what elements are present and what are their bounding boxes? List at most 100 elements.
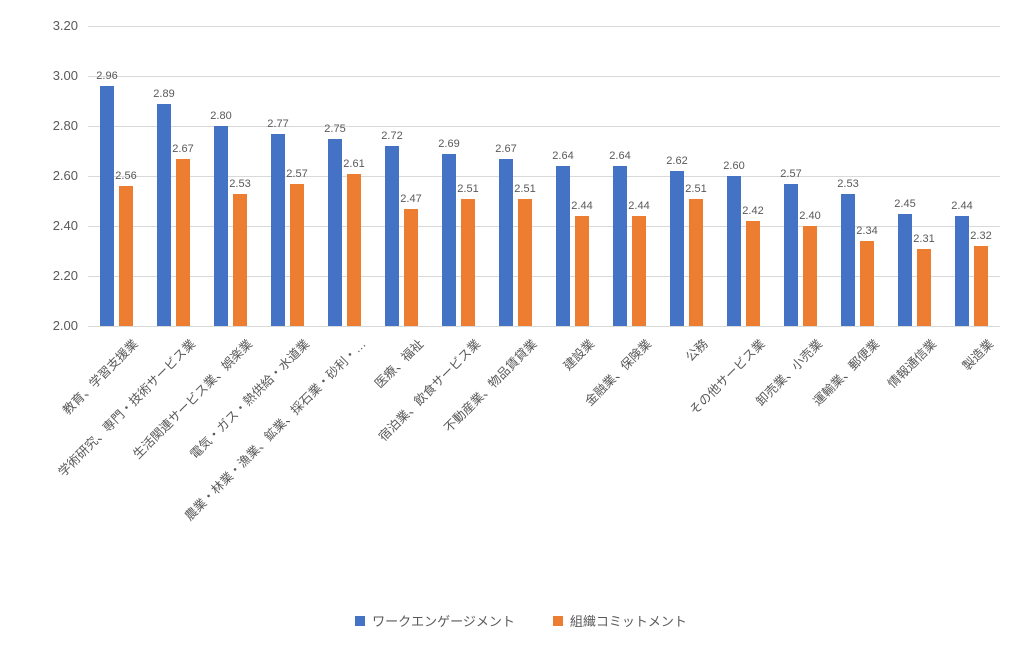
value-label: 2.60 bbox=[723, 160, 745, 172]
bar-series-2 bbox=[746, 221, 760, 326]
bar-series-2 bbox=[233, 193, 247, 326]
bar-series-2 bbox=[347, 173, 361, 326]
gridline bbox=[88, 76, 1000, 77]
legend-swatch-icon bbox=[355, 615, 366, 626]
bar-series-2 bbox=[119, 186, 133, 326]
category-group: 2.64 2.44 bbox=[544, 26, 601, 326]
x-category-label: 医療、福祉 bbox=[372, 336, 427, 391]
category-group: 2.57 2.40 bbox=[772, 26, 829, 326]
category-group: 2.44 2.32 bbox=[943, 26, 1000, 326]
x-category-label: 製造業 bbox=[959, 336, 997, 374]
category-group: 2.75 2.61 bbox=[316, 26, 373, 326]
bar-series-1 bbox=[271, 133, 285, 326]
gridline bbox=[88, 176, 1000, 177]
value-label: 2.40 bbox=[799, 210, 821, 222]
category-group: 2.64 2.44 bbox=[601, 26, 658, 326]
value-label: 2.64 bbox=[552, 150, 574, 162]
legend-label: ワークエンゲージメント bbox=[372, 614, 515, 629]
gridline bbox=[88, 276, 1000, 277]
value-label: 2.47 bbox=[400, 192, 422, 205]
value-label: 2.61 bbox=[343, 157, 365, 170]
legend-item-2: 組織コミットメント bbox=[552, 611, 687, 630]
value-label: 2.51 bbox=[685, 182, 707, 195]
y-tick-label: 2.40 bbox=[52, 218, 78, 233]
category-group: 2.67 2.51 bbox=[487, 26, 544, 326]
x-category-label: 建設業 bbox=[560, 336, 598, 374]
value-label: 2.57 bbox=[780, 167, 802, 180]
value-label: 2.34 bbox=[856, 225, 878, 237]
bar-series-1 bbox=[613, 166, 627, 326]
bar-series-2 bbox=[803, 226, 817, 326]
plot-area: 2.96 2.56 2.89 2.67 2.80 2.53 2.77 2.57 2.75 2.61… bbox=[88, 26, 1000, 327]
value-label: 2.64 bbox=[609, 150, 631, 162]
value-label: 2.67 bbox=[172, 142, 194, 155]
value-label: 2.42 bbox=[742, 205, 764, 217]
category-group: 2.69 2.51 bbox=[430, 26, 487, 326]
bar-series-2 bbox=[461, 198, 475, 326]
value-label: 2.89 bbox=[153, 87, 175, 100]
value-label: 2.44 bbox=[628, 200, 650, 212]
x-category-label: 公務 bbox=[683, 336, 712, 365]
bar-series-1 bbox=[442, 153, 456, 326]
bar-series-1 bbox=[157, 103, 171, 326]
value-label: 2.80 bbox=[210, 110, 232, 122]
bar-series-1 bbox=[385, 146, 399, 326]
value-label: 2.44 bbox=[571, 200, 593, 212]
category-group: 2.53 2.34 bbox=[829, 26, 886, 326]
category-group: 2.80 2.53 bbox=[202, 26, 259, 326]
value-label: 2.96 bbox=[96, 70, 118, 82]
gridline bbox=[88, 126, 1000, 127]
y-tick-label: 2.80 bbox=[52, 118, 78, 133]
bar-series-2 bbox=[917, 248, 931, 326]
value-label: 2.62 bbox=[666, 155, 688, 167]
category-group: 2.60 2.42 bbox=[715, 26, 772, 326]
bar-series-2 bbox=[689, 198, 703, 326]
bar-series-1 bbox=[499, 158, 513, 326]
gridline bbox=[88, 226, 1000, 227]
legend-swatch-icon bbox=[552, 615, 563, 626]
value-label: 2.56 bbox=[115, 170, 137, 182]
bar-series-2 bbox=[404, 208, 418, 326]
value-label: 2.69 bbox=[438, 137, 460, 150]
value-label: 2.75 bbox=[324, 122, 346, 135]
y-tick-label: 3.00 bbox=[52, 68, 78, 83]
legend: ワークエンゲージメント 組織コミットメント bbox=[9, 611, 1024, 630]
bar-series-1 bbox=[328, 138, 342, 326]
y-tick-label: 2.20 bbox=[52, 268, 78, 283]
legend-label: 組織コミットメント bbox=[569, 614, 687, 629]
value-label: 2.51 bbox=[514, 182, 536, 195]
gridline bbox=[88, 326, 1000, 327]
bar-series-1 bbox=[898, 213, 912, 326]
value-label: 2.32 bbox=[970, 230, 992, 242]
value-label: 2.45 bbox=[894, 197, 916, 210]
bar-series-1 bbox=[841, 193, 855, 326]
value-label: 2.77 bbox=[267, 117, 289, 130]
value-label: 2.57 bbox=[286, 167, 308, 180]
category-group: 2.45 2.31 bbox=[886, 26, 943, 326]
x-category-label: 情報通信業 bbox=[885, 336, 940, 391]
value-label: 2.53 bbox=[229, 177, 251, 190]
bar-series-1 bbox=[955, 216, 969, 326]
gridline bbox=[88, 26, 1000, 27]
bar-series-1 bbox=[784, 183, 798, 326]
bar-series-2 bbox=[290, 183, 304, 326]
value-label: 2.44 bbox=[951, 200, 973, 212]
bar-series-1 bbox=[214, 126, 228, 326]
value-label: 2.53 bbox=[837, 177, 859, 190]
category-group: 2.89 2.67 bbox=[145, 26, 202, 326]
value-label: 2.67 bbox=[495, 142, 517, 155]
y-tick-label: 3.20 bbox=[52, 18, 78, 33]
category-group: 2.62 2.51 bbox=[658, 26, 715, 326]
x-category-label: 宿泊業、飲食サービス業 bbox=[376, 336, 484, 444]
value-label: 2.51 bbox=[457, 182, 479, 195]
y-tick-label: 2.60 bbox=[52, 168, 78, 183]
bar-series-2 bbox=[860, 241, 874, 326]
bar-series-1 bbox=[727, 176, 741, 326]
bar-series-2 bbox=[632, 216, 646, 326]
category-group: 2.72 2.47 bbox=[373, 26, 430, 326]
bar-series-1 bbox=[556, 166, 570, 326]
bar-series-2 bbox=[518, 198, 532, 326]
y-tick-label: 2.00 bbox=[52, 318, 78, 333]
value-label: 2.72 bbox=[381, 130, 403, 142]
